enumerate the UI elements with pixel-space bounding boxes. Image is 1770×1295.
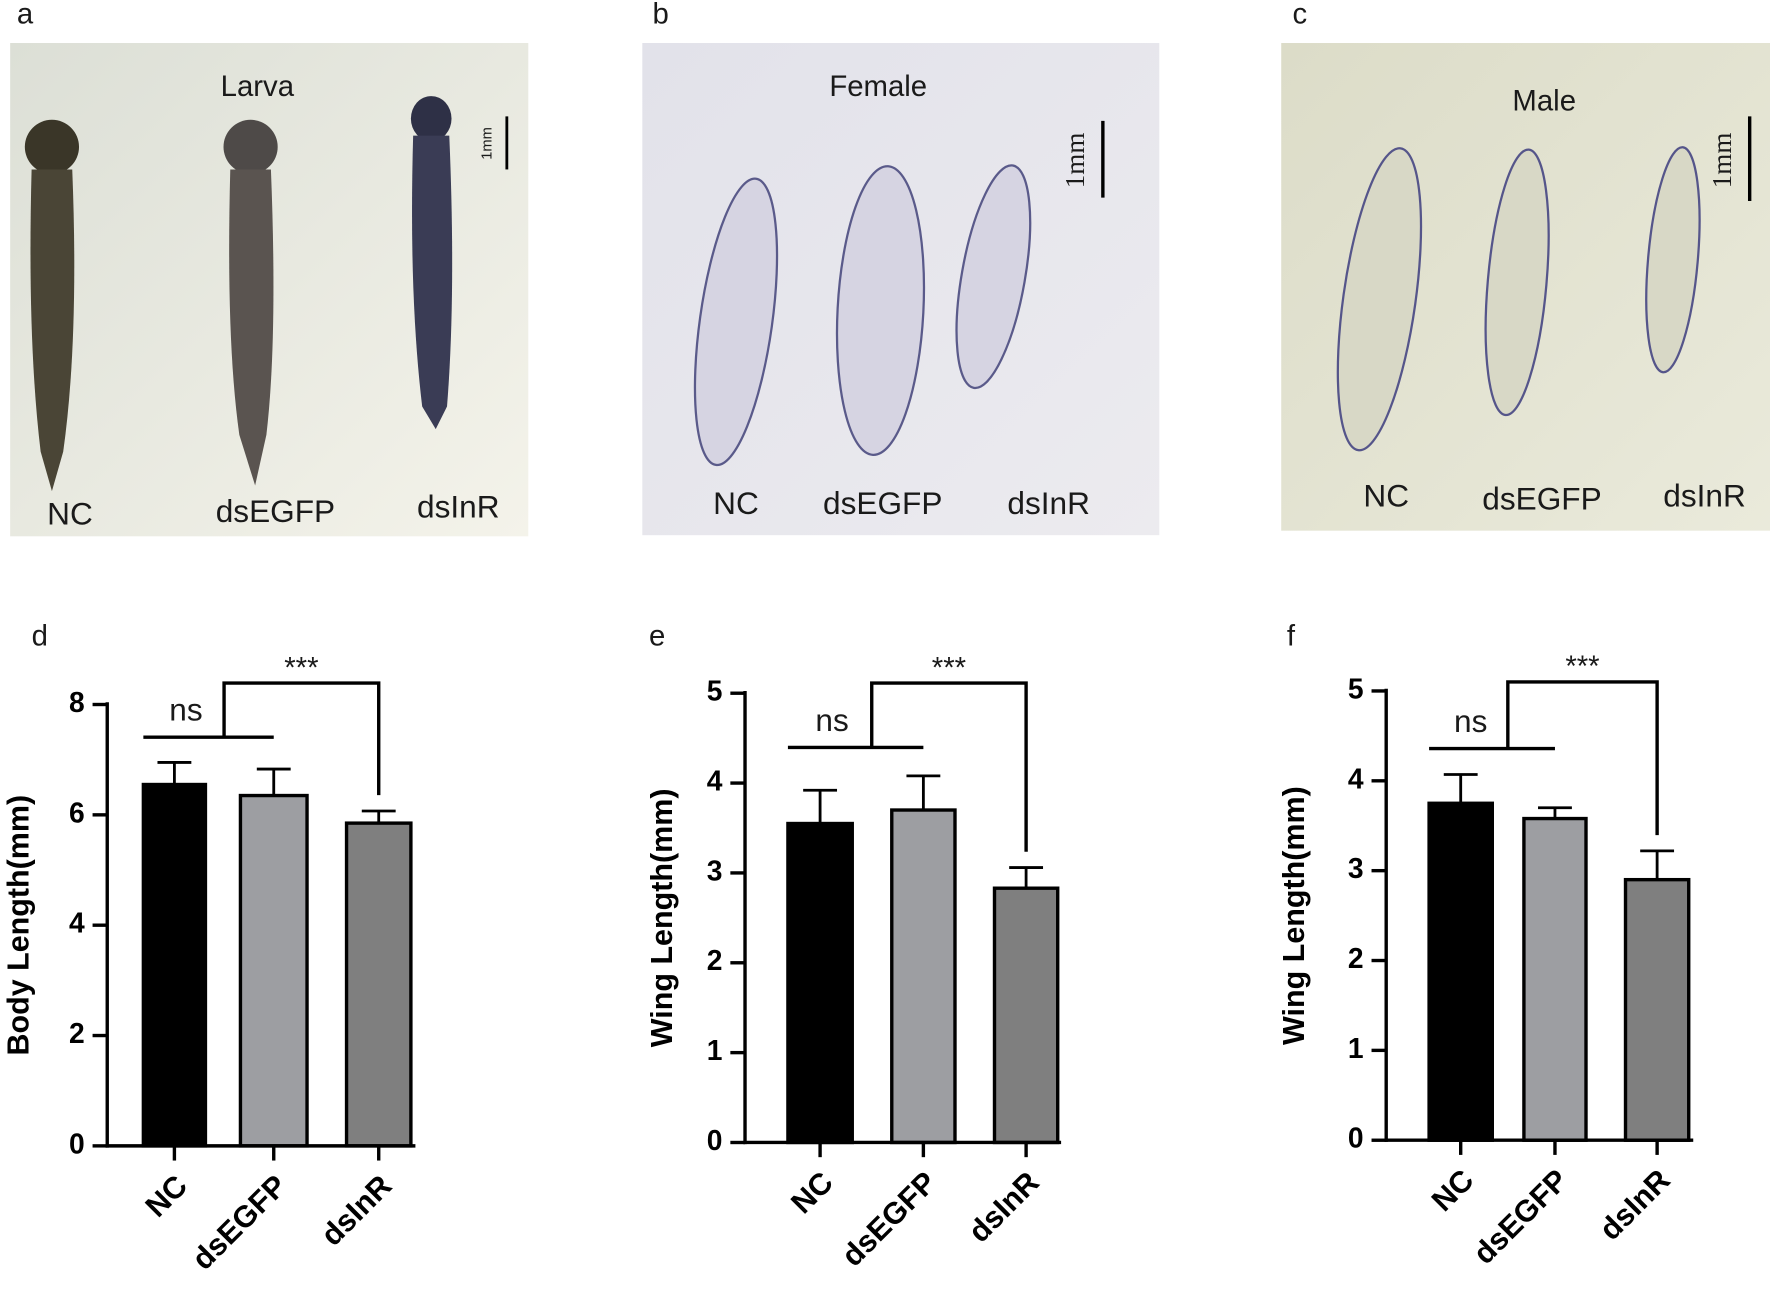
x-tick-label: NC	[785, 1165, 840, 1220]
photo-title: Larva	[221, 70, 295, 103]
x-tick-label: NC	[139, 1169, 194, 1224]
bar	[1427, 801, 1495, 1142]
x-tick-label: dsInR	[962, 1165, 1046, 1249]
y-tick-label: 6	[69, 796, 85, 828]
annotation: ns	[1454, 703, 1487, 739]
scale-label: 1mm	[1707, 133, 1737, 189]
bar	[890, 808, 957, 1145]
annotation: ns	[169, 692, 202, 728]
specimen-label: NC	[713, 485, 759, 521]
y-tick-label: 0	[707, 1124, 723, 1156]
x-tick-label: dsEGFP	[835, 1165, 943, 1273]
y-tick-label: 3	[1348, 852, 1364, 884]
specimen-label: NC	[47, 495, 93, 531]
panel-letter: e	[649, 620, 665, 653]
panel-letter: c	[1293, 0, 1308, 31]
x-tick-label: NC	[1425, 1163, 1480, 1218]
y-tick-label: 2	[69, 1017, 85, 1049]
photo-title: Male	[1512, 85, 1576, 118]
photo-title: Female	[829, 70, 927, 103]
bar	[344, 821, 413, 1148]
panel-letter: a	[17, 0, 34, 31]
annotation: ns	[815, 702, 848, 738]
wings	[693, 164, 1032, 467]
bracket	[1506, 680, 1659, 836]
bracket	[222, 681, 381, 796]
annotation: ***	[932, 651, 966, 684]
bar	[141, 782, 208, 1148]
bar	[786, 821, 854, 1145]
y-tick-label: 2	[1348, 942, 1364, 974]
y-tick-label: 5	[1348, 672, 1364, 704]
y-tick-label: 1	[1348, 1032, 1364, 1064]
y-tick-label: 4	[1348, 762, 1364, 794]
specimen-label: dsEGFP	[216, 493, 335, 529]
x-tick-label: dsEGFP	[186, 1169, 294, 1277]
specimen-label: dsInR	[1007, 485, 1090, 521]
specimen-label: dsInR	[1663, 477, 1746, 513]
annotation: ***	[1565, 650, 1599, 683]
x-tick-label: dsInR	[315, 1169, 399, 1253]
bar	[238, 793, 309, 1148]
specimen-label: dsEGFP	[823, 485, 942, 521]
larvae	[24, 96, 453, 492]
y-axis-label: Body Length(mm)	[1, 795, 35, 1056]
y-tick-label: 8	[69, 686, 85, 718]
y-axis-label: Wing Length(mm)	[1277, 786, 1311, 1045]
scale-label: 1mm	[480, 127, 496, 160]
y-tick-label: 2	[707, 944, 723, 976]
specimen-label: NC	[1363, 477, 1409, 513]
panel-letter: d	[32, 620, 48, 653]
specimen-label: dsEGFP	[1482, 481, 1601, 517]
bar	[1522, 816, 1588, 1142]
y-tick-label: 4	[707, 765, 723, 797]
bar	[992, 886, 1060, 1145]
bracket	[870, 681, 1028, 852]
y-tick-label: 4	[69, 907, 85, 939]
y-tick-label: 1	[707, 1034, 723, 1066]
x-tick-label: dsInR	[1593, 1163, 1677, 1247]
panel-letter: f	[1287, 620, 1296, 653]
y-tick-label: 3	[707, 854, 723, 886]
y-tick-label: 0	[69, 1127, 85, 1159]
x-tick-label: dsEGFP	[1467, 1163, 1575, 1271]
y-axis-label: Wing Length(mm)	[645, 789, 679, 1048]
specimen-label: dsInR	[417, 489, 500, 525]
bar	[1623, 877, 1691, 1142]
scale-label: 1mm	[1060, 133, 1090, 189]
y-tick-label: 5	[707, 675, 723, 707]
wings	[1336, 146, 1701, 452]
annotation: ***	[284, 651, 318, 684]
panel-letter: b	[652, 0, 668, 31]
y-tick-label: 0	[1348, 1122, 1364, 1154]
